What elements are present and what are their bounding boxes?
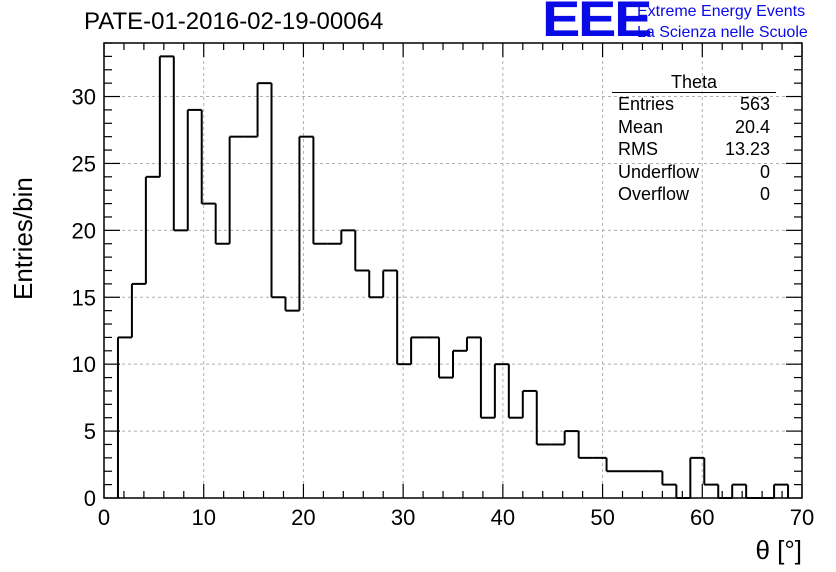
stats-value: 563 <box>739 94 770 114</box>
stats-label: Underflow <box>618 161 700 182</box>
logo-line-1: Extreme Energy Events <box>637 3 806 20</box>
y-tick-label: 30 <box>72 85 96 110</box>
x-tick-label: 50 <box>590 505 614 530</box>
stats-row-overflow: Overflow 0 <box>612 183 776 206</box>
stats-label: RMS <box>618 139 658 159</box>
axes: 0 10 20 30 40 50 60 70 0 5 10 15 20 25 30 <box>72 42 814 530</box>
stats-label: Mean <box>618 116 664 137</box>
y-tick-label: 25 <box>72 151 96 176</box>
x-tick-label: 10 <box>191 505 215 530</box>
x-tick-label: 40 <box>491 505 515 530</box>
chart-title: PATE-01-2016-02-19-00064 <box>84 8 384 35</box>
y-tick-label: 0 <box>84 486 96 511</box>
y-tick-label: 10 <box>72 352 96 377</box>
y-tick-label: 15 <box>72 285 96 310</box>
x-axis-label: θ [°] <box>755 535 802 565</box>
x-tick-label: 60 <box>690 505 714 530</box>
stats-box: Theta Entries 563 Mean 20.4 RMS 13.23 Un… <box>612 72 776 206</box>
y-tick-label: 20 <box>72 218 96 243</box>
histogram-series <box>116 55 790 499</box>
stats-value: 0 <box>759 184 770 204</box>
x-tick-label: 30 <box>391 505 415 530</box>
logo-line-2: La Scienza nelle Scuole <box>637 24 808 41</box>
stats-row-rms: RMS 13.23 <box>612 138 776 161</box>
stats-value: 0 <box>759 161 770 182</box>
stats-label: Entries <box>618 94 675 114</box>
x-tick-label: 0 <box>98 505 110 530</box>
x-tick-label: 20 <box>291 505 315 530</box>
stats-row-underflow: Underflow 0 <box>612 161 776 184</box>
x-tick-label: 70 <box>790 505 814 530</box>
eee-logo: EEE <box>542 0 652 47</box>
stats-row-entries: Entries 563 <box>612 93 776 116</box>
y-axis-label: Entries/bin <box>8 177 38 300</box>
stats-title: Theta <box>612 72 776 93</box>
stats-row-mean: Mean 20.4 <box>612 116 776 139</box>
stats-label: Overflow <box>618 184 690 204</box>
stats-value: 13.23 <box>724 139 770 159</box>
y-tick-label: 5 <box>84 419 96 444</box>
stats-value: 20.4 <box>734 116 770 137</box>
